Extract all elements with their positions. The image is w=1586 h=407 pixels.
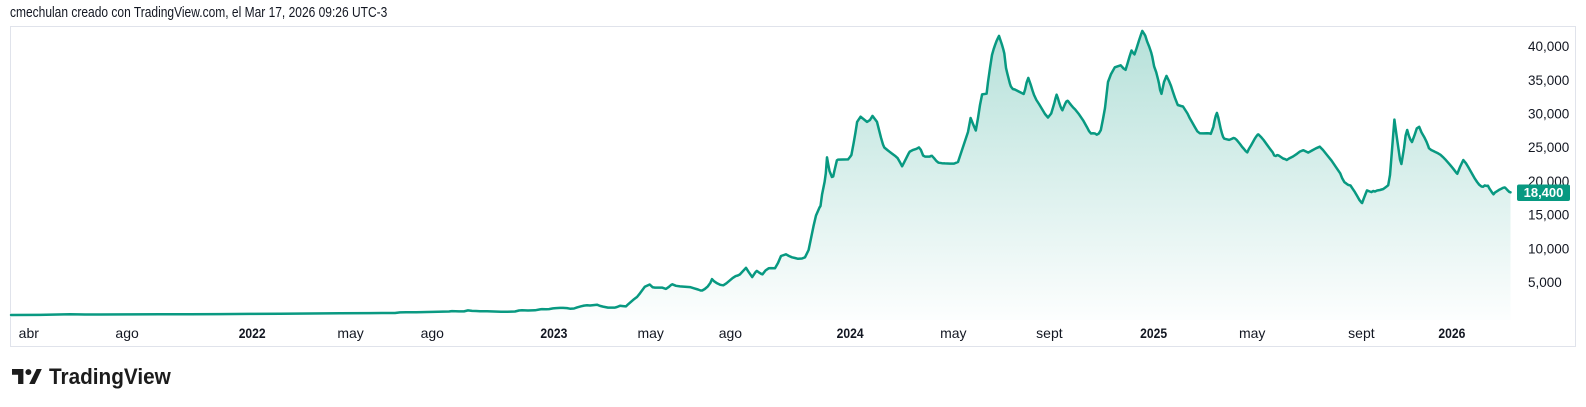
svg-text:2022: 2022	[239, 325, 266, 341]
svg-text:sept: sept	[1348, 325, 1375, 341]
svg-text:10,000: 10,000	[1528, 241, 1569, 256]
svg-text:sept: sept	[1036, 325, 1063, 341]
svg-text:2026: 2026	[1438, 325, 1465, 341]
svg-text:abr: abr	[19, 325, 40, 341]
svg-text:25,000: 25,000	[1528, 140, 1569, 155]
svg-text:35,000: 35,000	[1528, 73, 1569, 88]
svg-text:may: may	[337, 325, 363, 341]
svg-text:may: may	[637, 325, 663, 341]
svg-text:40,000: 40,000	[1528, 39, 1569, 54]
svg-text:2023: 2023	[540, 325, 567, 341]
svg-text:18,400: 18,400	[1524, 185, 1564, 200]
svg-text:5,000: 5,000	[1528, 275, 1562, 290]
svg-text:may: may	[940, 325, 966, 341]
svg-text:2025: 2025	[1140, 325, 1167, 341]
svg-text:ago: ago	[115, 325, 139, 341]
svg-text:may: may	[1239, 325, 1265, 341]
svg-text:15,000: 15,000	[1528, 208, 1569, 223]
svg-text:ago: ago	[719, 325, 743, 341]
svg-text:2024: 2024	[837, 325, 864, 341]
svg-text:30,000: 30,000	[1528, 107, 1569, 122]
svg-text:ago: ago	[421, 325, 445, 341]
